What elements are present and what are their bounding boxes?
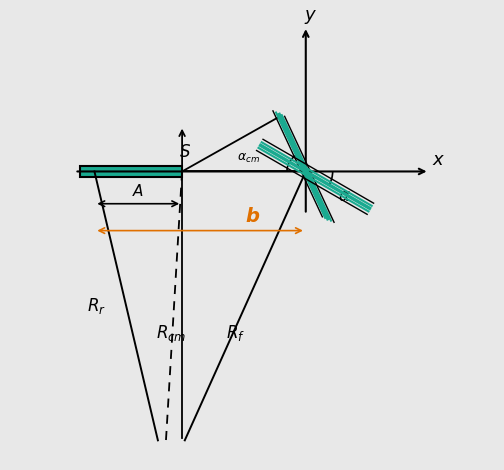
Text: $R_r$: $R_r$ (87, 296, 105, 316)
Text: A: A (133, 184, 144, 199)
Text: y: y (305, 6, 316, 24)
Text: $R_{cm}$: $R_{cm}$ (156, 323, 186, 343)
Text: $R_f$: $R_f$ (226, 323, 245, 343)
FancyBboxPatch shape (80, 165, 182, 177)
Text: b: b (245, 207, 259, 227)
Text: $\alpha_{cm}$: $\alpha_{cm}$ (237, 152, 260, 165)
Text: $\alpha$: $\alpha$ (338, 187, 351, 204)
Text: x: x (432, 151, 443, 169)
Text: S: S (179, 143, 190, 161)
